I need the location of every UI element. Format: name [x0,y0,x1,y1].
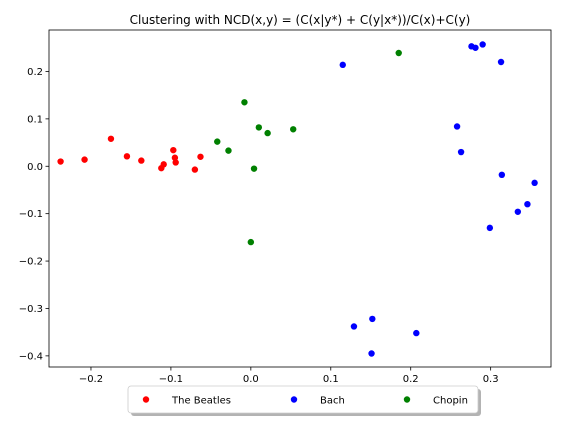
legend-marker [403,396,411,403]
x-tick-label: 0.1 [323,374,339,385]
data-point [479,41,486,48]
data-point [160,161,167,168]
x-tick-label: 0.0 [243,374,259,385]
legend-label: Chopin [433,396,468,407]
data-point [191,166,199,173]
data-point [255,124,263,131]
data-point [241,99,248,106]
legend-marker [142,396,150,403]
y-tick-label: 0.1 [27,114,43,125]
data-point [290,126,297,133]
x-tick-label: 0.3 [483,374,499,385]
data-point [486,224,494,232]
data-point [395,49,402,57]
chart-title: Clustering with NCD(x,y) = (C(x|y*) + C(… [130,13,471,27]
data-point [264,129,271,137]
data-point [350,323,358,330]
x-axis: −0.2 −0.1 0.0 0.1 0.2 0.3 [79,367,499,385]
y-tick-label: 0.2 [27,67,43,78]
data-point [138,157,145,164]
data-point [339,61,346,69]
x-tick-label: −0.1 [159,374,183,385]
data-point [514,208,522,215]
y-tick-label: 0.0 [27,162,43,173]
x-tick-label: −0.2 [79,374,103,385]
data-point [57,158,64,165]
data-point [170,146,177,154]
data-point [171,154,179,161]
data-points [57,41,538,357]
data-point [214,138,221,145]
legend-label: The Beatles [171,396,231,407]
data-point [531,179,538,187]
x-tick-label: 0.2 [403,374,419,385]
data-point [250,165,258,172]
data-point [123,153,131,160]
y-tick-label: −0.4 [19,351,43,362]
data-point [247,238,255,246]
data-point [457,148,465,156]
data-point [524,200,531,208]
y-tick-label: −0.3 [19,304,43,315]
data-point [497,58,505,66]
data-point [498,171,506,179]
data-point [453,123,461,130]
data-point [225,147,232,154]
data-point [197,153,204,160]
data-point [472,44,479,51]
data-point [368,350,375,357]
y-axis: −0.4 −0.3 −0.2 −0.1 0.0 0.1 0.2 [19,67,49,362]
data-point [81,156,88,163]
data-point [369,315,376,323]
y-tick-label: −0.2 [19,257,43,268]
legend-box [127,385,479,414]
plot-area [48,29,552,368]
legend-marker [290,396,298,403]
y-tick-label: −0.1 [19,209,43,220]
data-point [172,159,179,166]
data-point [413,329,420,337]
legend: The Beatles Bach Chopin [127,385,481,416]
legend-label: Bach [320,396,345,407]
data-point [107,135,115,142]
